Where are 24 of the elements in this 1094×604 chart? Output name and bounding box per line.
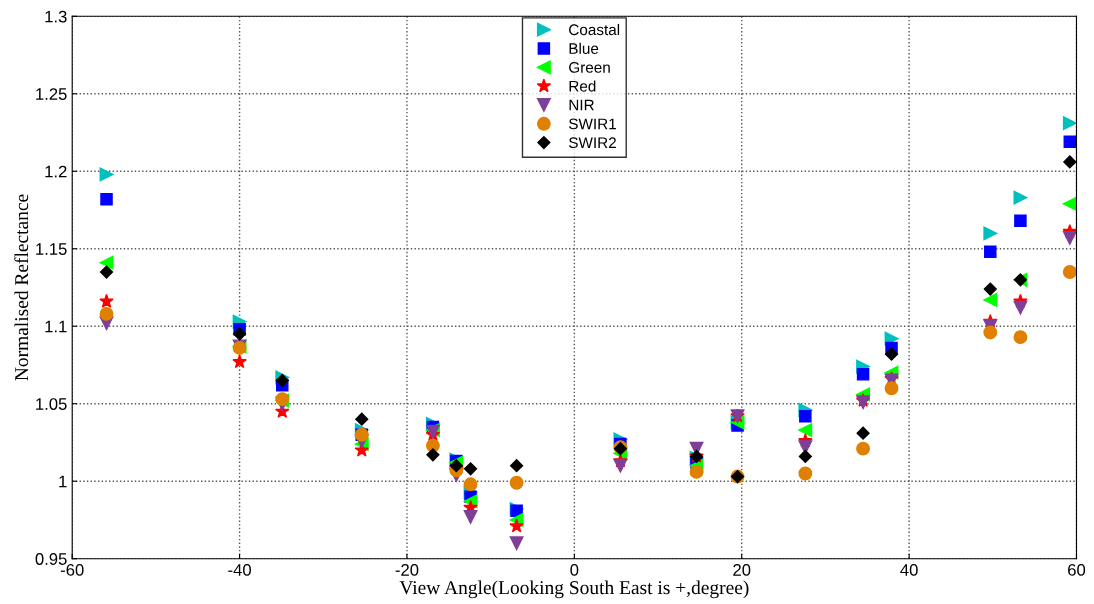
y-tick-label: 1 — [59, 475, 67, 488]
y-tick-label: 1.1 — [45, 320, 67, 333]
legend-label: Red — [569, 80, 596, 92]
x-tick-label: 0 — [570, 564, 579, 576]
y-axis-title: Normalised Reflectance — [14, 194, 29, 381]
y-tick-label: 1.2 — [45, 165, 67, 178]
legend-label: Coastal — [569, 23, 620, 36]
legend-label: NIR — [569, 99, 594, 111]
x-tick-label: 60 — [1068, 564, 1086, 576]
x-tick-label: -20 — [395, 564, 419, 576]
y-tick-label: 1.05 — [36, 398, 67, 410]
x-tick-label: 20 — [733, 564, 751, 576]
x-axis-title: View Angle(Looking South East is +,degree) — [399, 580, 749, 599]
legend-label: Blue — [569, 42, 599, 54]
x-tick-label: 40 — [900, 564, 918, 576]
y-tick-label: 1.3 — [45, 10, 67, 23]
y-tick-label: 1.15 — [36, 243, 67, 255]
legend-label: SWIR1 — [569, 118, 616, 130]
x-tick-label: -60 — [60, 564, 84, 576]
x-tick-label: -40 — [228, 564, 251, 576]
legend-label: SWIR2 — [569, 137, 616, 149]
legend-label: Green — [569, 62, 610, 73]
y-tick-label: 0.95 — [35, 553, 67, 565]
y-tick-label: 1.25 — [36, 88, 67, 100]
